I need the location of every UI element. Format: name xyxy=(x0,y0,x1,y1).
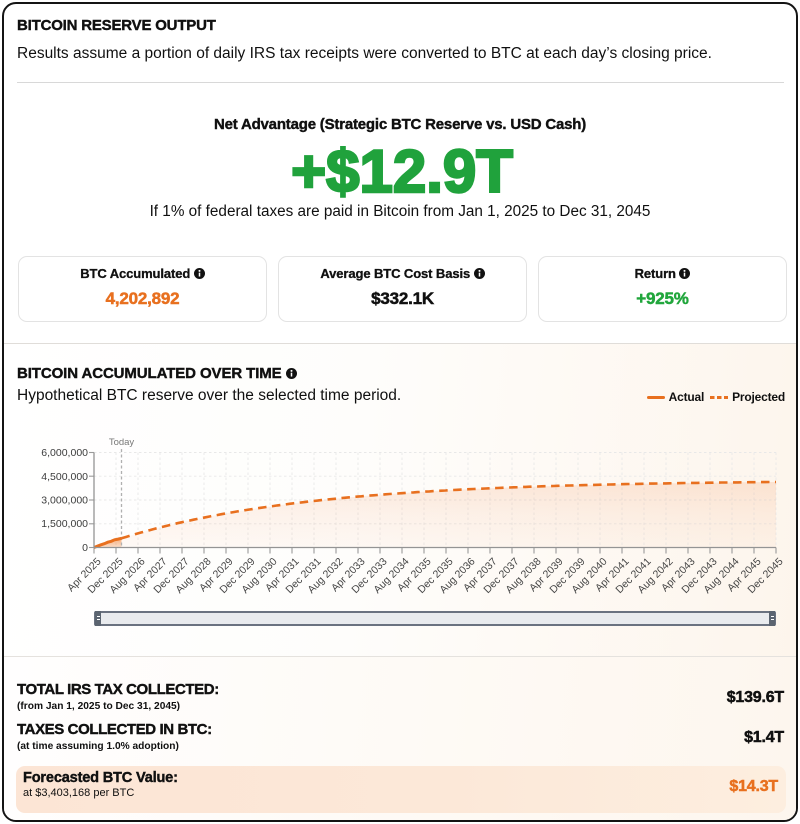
svg-text:0: 0 xyxy=(82,542,88,554)
svg-text:3,000,000: 3,000,000 xyxy=(41,495,88,507)
svg-text:6,000,000: 6,000,000 xyxy=(41,447,88,459)
svg-text:4,500,000: 4,500,000 xyxy=(41,471,88,483)
svg-text:Today: Today xyxy=(109,437,135,448)
svg-text:1,500,000: 1,500,000 xyxy=(41,518,88,530)
